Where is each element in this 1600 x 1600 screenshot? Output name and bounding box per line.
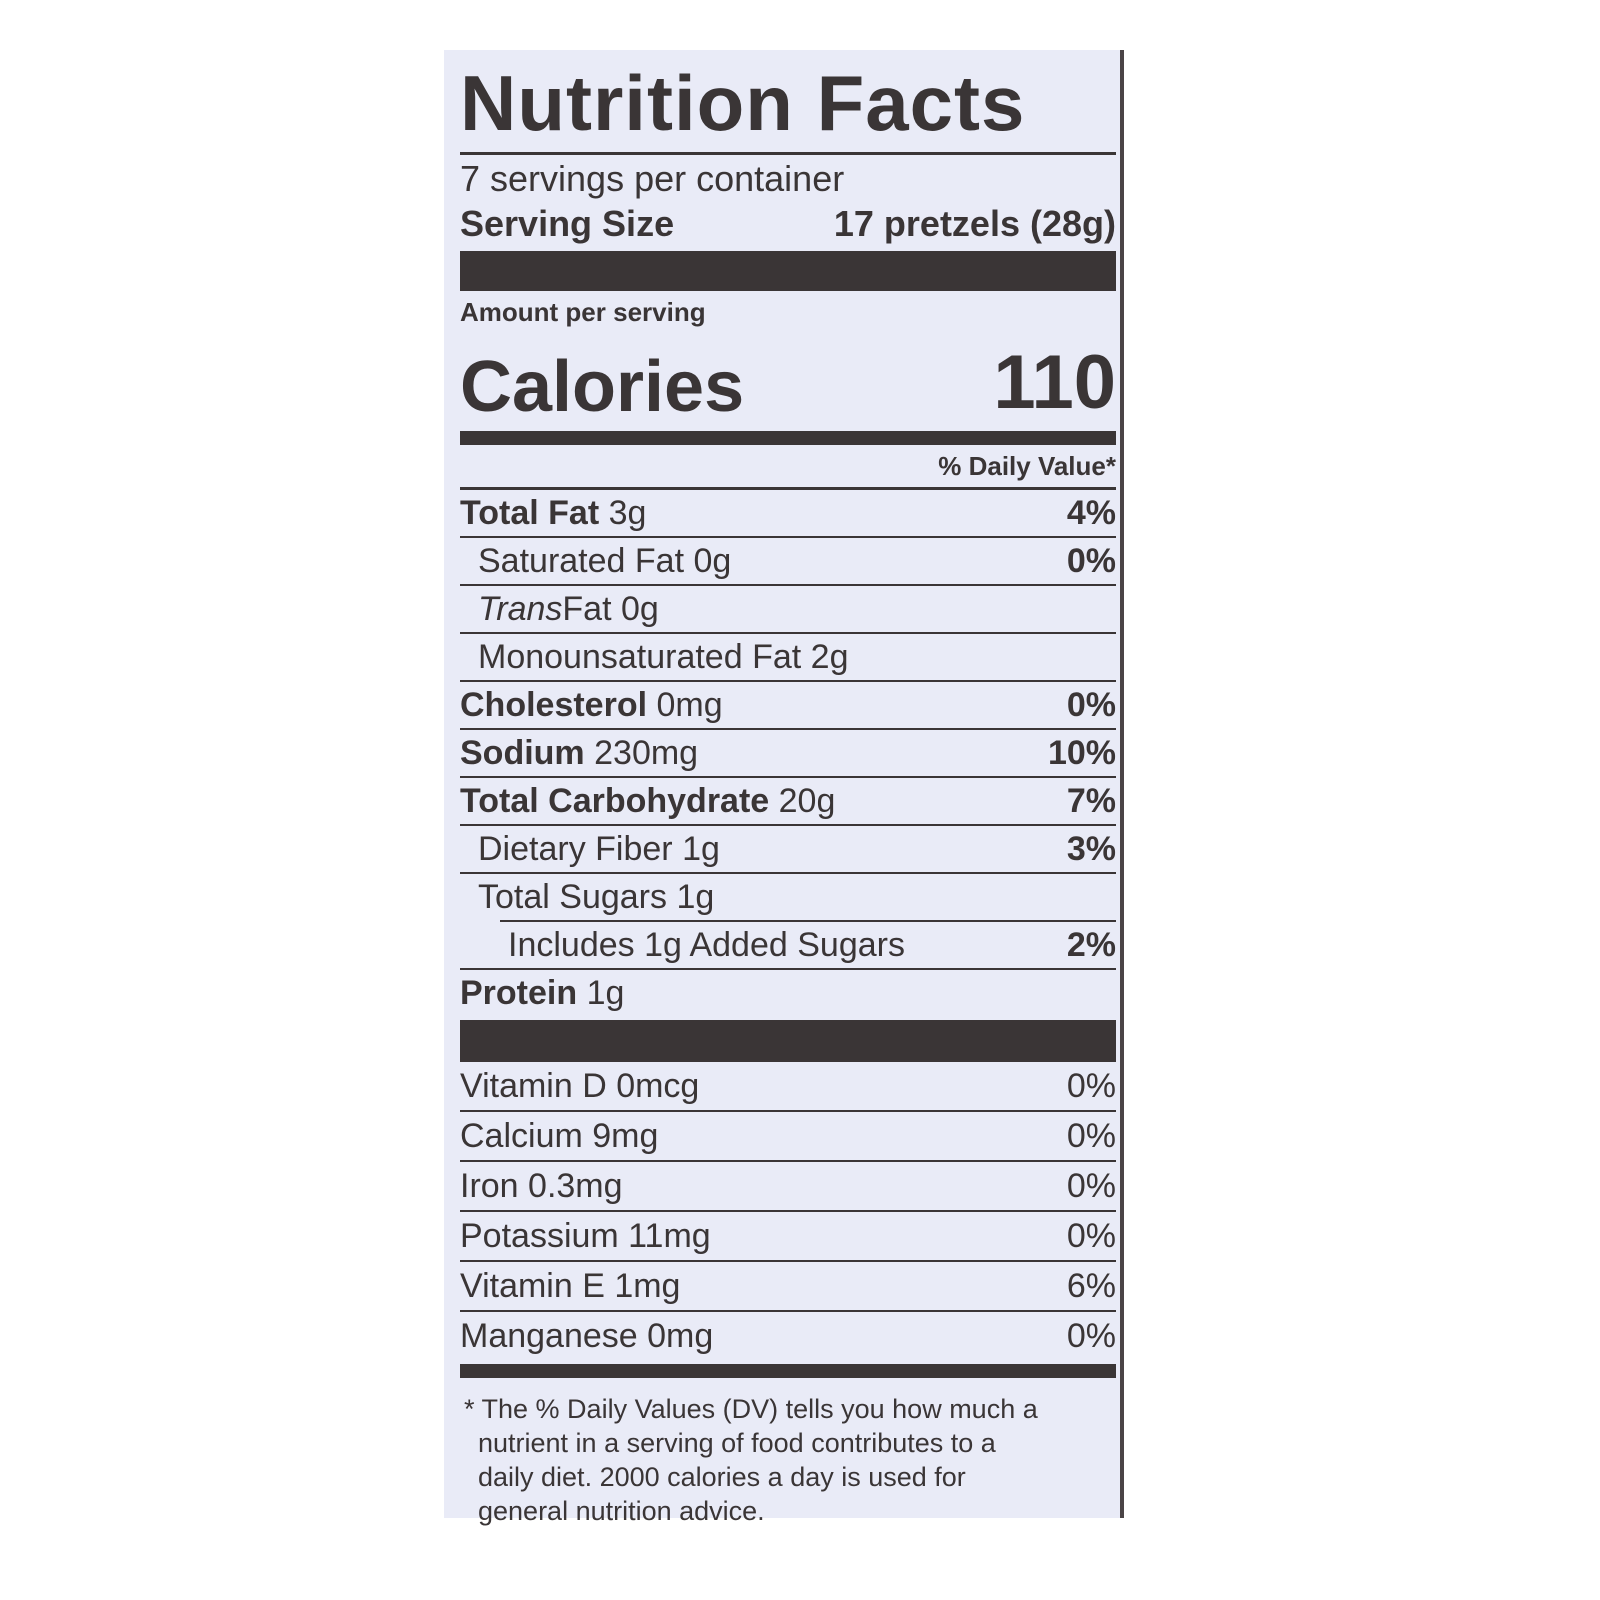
nutrient-row-total-carbohydrate: Total Carbohydrate 20g 7%	[460, 778, 1116, 826]
nutrient-row-trans-fat: TransFat 0g	[460, 586, 1116, 634]
vitamin-row: Vitamin E 1mg 6%	[460, 1262, 1116, 1312]
calories-value: 110	[993, 340, 1116, 425]
calories-label: Calories	[460, 347, 745, 427]
vitamin-row: Manganese 0mg 0%	[460, 1316, 1116, 1355]
nutrition-label: Nutrition Facts 7 servings per container…	[444, 50, 1124, 1526]
calories-row: Calories 110	[460, 329, 1116, 427]
nutrient-row-cholesterol: Cholesterol 0mg 0%	[460, 682, 1116, 730]
serving-size-label: Serving Size	[460, 203, 675, 244]
serving-size: Serving Size 17 pretzels (28g)	[460, 201, 1116, 247]
vitamin-row: Calcium 9mg 0%	[460, 1112, 1116, 1162]
vitamin-row: Potassium 11mg 0%	[460, 1212, 1116, 1262]
nutrient-row-monounsaturated-fat: Monounsaturated Fat 2g	[460, 634, 1116, 682]
label-title: Nutrition Facts	[460, 59, 1026, 147]
nutrient-row-protein: Protein 1g	[460, 973, 625, 1012]
divider	[460, 487, 1116, 490]
vitamin-row: Iron 0.3mg 0%	[460, 1162, 1116, 1212]
nutrient-row-sodium: Sodium 230mg 10%	[460, 730, 1116, 778]
nutrient-row-added-sugars: Includes 1g Added Sugars 2%	[460, 922, 1116, 970]
serving-size-value: 17 pretzels (28g)	[833, 203, 1116, 244]
nutrient-row-saturated-fat: Saturated Fat 0g 0%	[460, 538, 1116, 586]
nutrient-row-dietary-fiber: Dietary Fiber 1g 3%	[460, 826, 1116, 874]
nutrient-row-total-fat: Total Fat 3g 4%	[460, 490, 1116, 538]
medium-divider	[460, 1364, 1116, 1378]
thick-divider	[460, 251, 1116, 291]
medium-divider	[460, 431, 1116, 445]
vitamin-row: Vitamin D 0mcg 0%	[460, 1062, 1116, 1112]
servings-per-container: 7 servings per container	[460, 158, 845, 199]
footnote: * The % Daily Values (DV) tells you how …	[464, 1394, 1038, 1526]
amount-per-serving: Amount per serving	[460, 297, 706, 327]
daily-value-header: % Daily Value*	[938, 451, 1116, 481]
thick-divider	[460, 1020, 1116, 1062]
divider	[460, 152, 1116, 155]
nutrient-row-total-sugars: Total Sugars 1g	[478, 874, 1116, 922]
